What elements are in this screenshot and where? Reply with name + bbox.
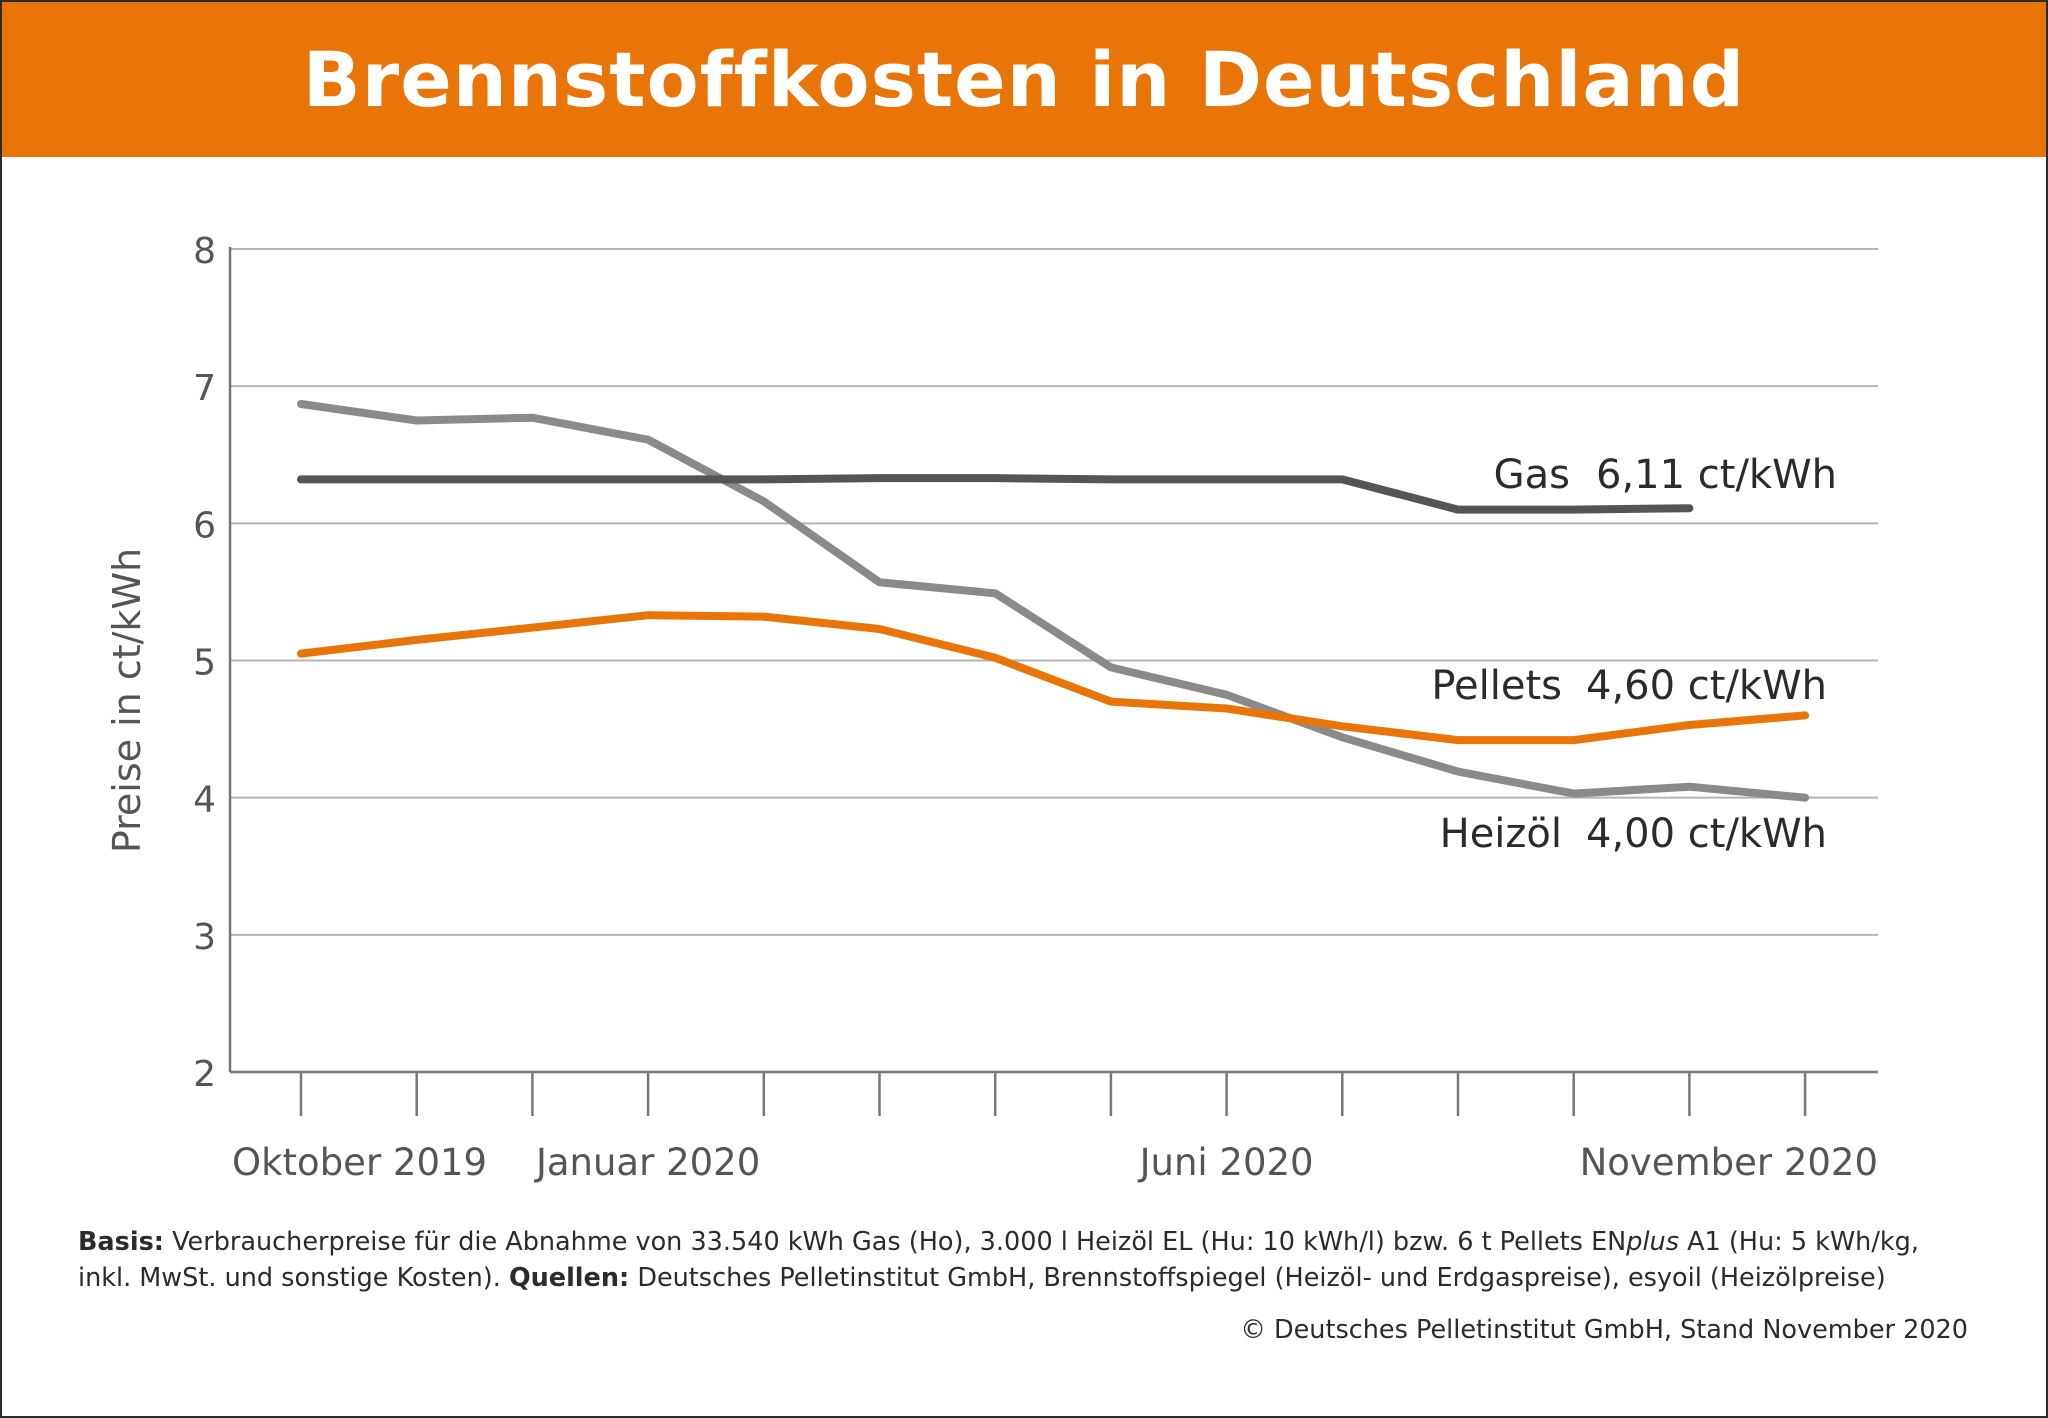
footer-notes: Basis: Verbraucherpreise für die Abnahme… (78, 1224, 1978, 1296)
series-value-label-2: 4,00 ct/kWh (1586, 811, 1827, 857)
y-tick-label-3: 3 (193, 917, 216, 958)
x-tick-label-0: Oktober 2019 (232, 1141, 487, 1184)
footer-line-2: inkl. MwSt. und sonstige Kosten). Quelle… (78, 1260, 1978, 1296)
x-tick-label-3: Januar 2020 (534, 1141, 760, 1184)
line-chart: 2 3 4 5 6 7 8 Oktober 2019 Januar 2020 Juni 2020 N… (105, 231, 1878, 1184)
y-tick-label-8: 8 (193, 231, 216, 272)
basis-line-2: inkl. MwSt. und sonstige Kosten). (78, 1263, 501, 1293)
series-line-gas (297, 474, 1694, 514)
series-name-label-2: Heizöl (1440, 811, 1562, 857)
basis-text-2: A1 (Hu: 5 kWh/kg, (1678, 1227, 1919, 1257)
sources-text: Deutsches Pelletinstitut GmbH, Brennstof… (637, 1263, 1886, 1293)
x-tick-label-13: November 2020 (1580, 1141, 1878, 1184)
y-axis-label: Preise in ct/kWh (105, 548, 149, 853)
y-tick-label-7: 7 (193, 368, 216, 409)
y-tick-label-6: 6 (193, 505, 216, 546)
series-line-heizöl (297, 400, 1810, 802)
footer-line-1: Basis: Verbraucherpreise für die Abnahme… (78, 1224, 1978, 1260)
chart-title: Brennstoffkosten in Deutschland (302, 35, 1746, 124)
y-tick-label-2: 2 (193, 1054, 216, 1095)
title-banner: Brennstoffkosten in Deutschland (2, 2, 2046, 157)
series-value-label-0: 6,11 ct/kWh (1596, 452, 1837, 498)
sources-label: Quellen: (508, 1263, 630, 1293)
series-name-label-0: Gas (1494, 452, 1570, 498)
series-line-pellets (297, 611, 1810, 745)
basis-label: Basis: (78, 1227, 164, 1257)
copyright-note: © Deutsches Pelletinstitut GmbH, Stand N… (1240, 1315, 1968, 1345)
basis-text-1: Verbraucherpreise für die Abnahme von 33… (172, 1227, 1627, 1257)
y-tick-label-4: 4 (193, 780, 216, 821)
x-tick-label-8: Juni 2020 (1138, 1141, 1314, 1184)
series-value-label-1: 4,60 ct/kWh (1586, 663, 1827, 709)
basis-italic: plus (1626, 1227, 1679, 1257)
y-tick-label-5: 5 (193, 643, 216, 684)
series-name-label-1: Pellets (1431, 663, 1562, 709)
